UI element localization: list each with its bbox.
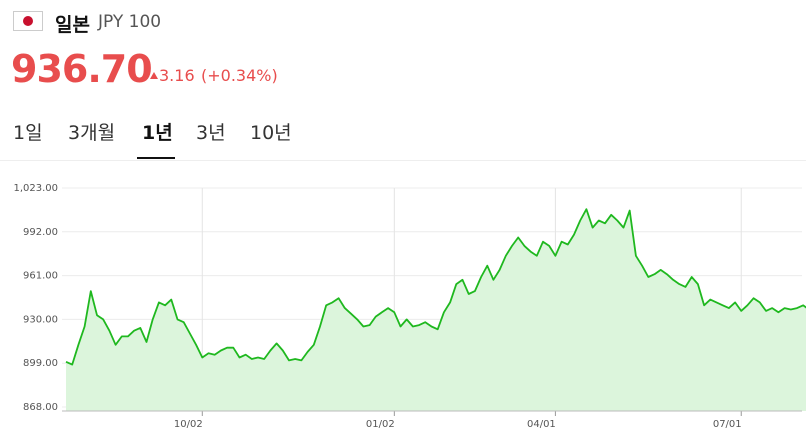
country: 일본	[55, 14, 90, 36]
area	[66, 209, 806, 411]
change-arrow	[150, 72, 158, 79]
tab[interactable]: 1년	[142, 122, 173, 144]
x-tick-label: 07/01	[713, 419, 742, 430]
divider	[0, 160, 806, 161]
y-tick-label: 930.00	[23, 314, 58, 325]
x-tick-label: 04/01	[527, 419, 556, 430]
y-tick-label: 961.00	[23, 271, 58, 282]
tab[interactable]: 10년	[250, 122, 292, 144]
tab[interactable]: 1일	[13, 122, 43, 144]
price: 936.70	[11, 47, 153, 91]
y-tick-label: 992.00	[23, 227, 58, 238]
x-tick-label: 01/02	[366, 419, 395, 430]
tab[interactable]: 3개월	[68, 122, 116, 144]
tab-underline	[137, 157, 175, 159]
change-pct: (+0.34%)	[201, 66, 278, 85]
change: 3.16	[159, 66, 195, 85]
y-tick-label: 899.00	[23, 358, 58, 369]
y-tick-label: 868.00	[23, 402, 58, 413]
flag	[13, 11, 43, 31]
symbol: JPY 100	[98, 12, 162, 32]
tab[interactable]: 3년	[196, 122, 226, 144]
y-tick-label: 1,023.00	[13, 183, 58, 194]
x-tick-label: 10/02	[174, 419, 203, 430]
line	[65, 208, 806, 366]
